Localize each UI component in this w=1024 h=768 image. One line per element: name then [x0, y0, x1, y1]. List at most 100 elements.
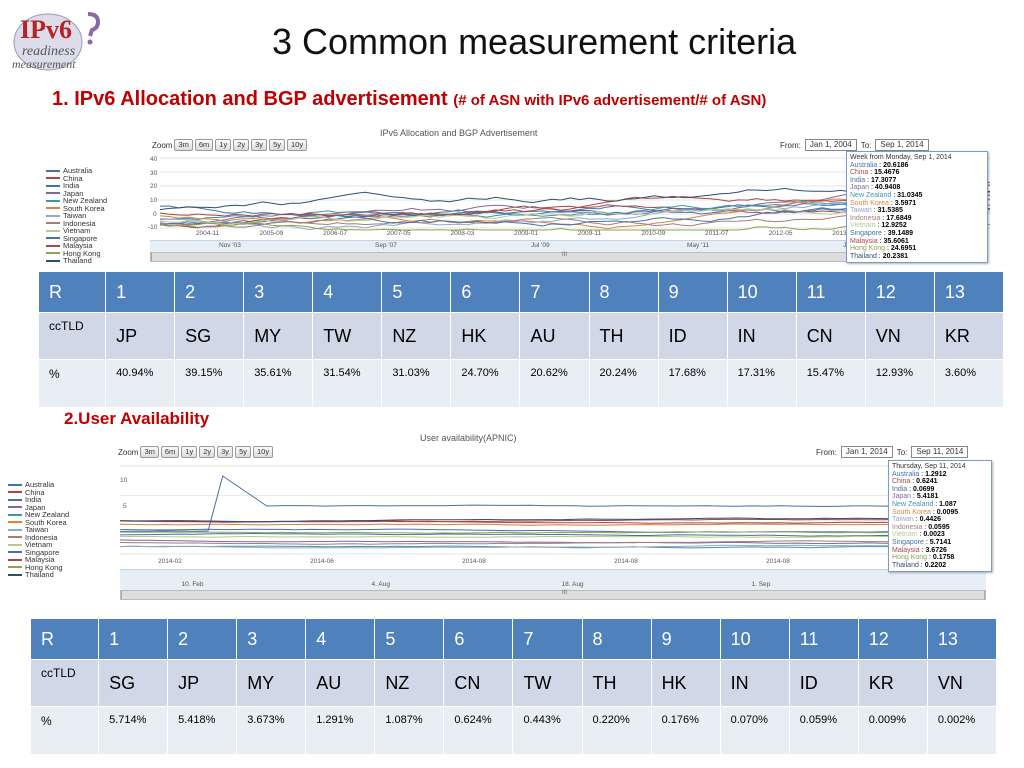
legend-item[interactable]: India — [46, 182, 107, 190]
chart2-scrollbar[interactable]: III — [120, 590, 986, 600]
cctld-cell: TH — [581, 659, 652, 707]
legend-item[interactable]: Japan — [8, 502, 69, 512]
table-row: % 40.94% 39.15% 35.61% 31.54% 31.03% 24.70% 20.… — [37, 359, 1005, 408]
legend-label: China — [25, 487, 45, 497]
tooltip-row-label: Malaysia — [850, 237, 878, 245]
tooltip-row: Hong Kong : 24.6951 — [850, 245, 917, 253]
legend-item[interactable]: India — [8, 496, 69, 504]
legend-item[interactable]: Indonesia — [46, 219, 107, 228]
legend-item[interactable]: China — [8, 487, 69, 497]
cctld-cell: IN — [726, 312, 797, 360]
rank-cell: 8 — [581, 618, 652, 660]
bgp-advertisement-chart: IPv6 Allocation and BGP Advertisement Zo… — [40, 126, 990, 264]
tooltip-row-value: 31.5385 — [877, 207, 903, 215]
chart1-zoom-2y-button[interactable]: 2y — [233, 139, 250, 151]
chart2-scroll-thumb[interactable]: III — [121, 590, 985, 599]
legend-item[interactable]: New Zealand — [46, 197, 107, 205]
chart2-ytick: 5 — [123, 503, 127, 510]
series-line — [120, 544, 986, 549]
cctld-cell: HK — [650, 659, 721, 707]
legend-item[interactable]: South Korea — [46, 204, 107, 213]
chart2-zoom-1y-button[interactable]: 1y — [181, 446, 198, 458]
chart2-zoom-6m-button[interactable]: 6m — [160, 446, 180, 458]
tooltip-row-label: India — [892, 485, 908, 493]
chart1-from-label: From: — [780, 140, 801, 150]
legend-item[interactable]: Singapore — [8, 547, 69, 557]
chart1-to-input[interactable]: Sep 1, 2014 — [875, 139, 929, 151]
legend-item[interactable]: Japan — [46, 189, 107, 198]
cctld-cell: TW — [512, 659, 583, 707]
legend-swatch — [8, 483, 22, 486]
chart2-zoom-2y-button[interactable]: 2y — [199, 446, 216, 458]
tooltip-row: Taiwan : 31.5385 — [850, 207, 903, 215]
legend-label: Japan — [25, 502, 46, 512]
legend-item[interactable]: Australia — [8, 481, 69, 489]
chart1-ytick: 20 — [150, 183, 158, 190]
legend-swatch — [8, 573, 22, 576]
chart2-navigator-label: 1. Sep — [751, 581, 771, 588]
legend-swatch — [8, 506, 22, 509]
legend-item[interactable]: Vietnam — [8, 541, 69, 549]
legend-item[interactable]: Indonesia — [8, 533, 69, 542]
legend-label: Thailand — [25, 570, 54, 579]
tooltip-row-value: 15.4676 — [874, 169, 900, 177]
legend-item[interactable]: Hong Kong — [8, 562, 69, 572]
legend-item[interactable]: South Korea — [8, 518, 69, 527]
chart1-navigator[interactable] — [150, 240, 988, 253]
series-line — [120, 475, 986, 532]
tooltip-row-label: South Korea — [892, 508, 931, 516]
chart1-tooltip-title: Week from Monday, Sep 1, 2014 — [850, 154, 952, 161]
chart2-tooltip: Thursday, Sep 11, 2014 Australia : 1.291… — [888, 460, 992, 573]
tooltip-row-value: 20.2381 — [882, 252, 909, 260]
legend-item[interactable]: Malaysia — [46, 242, 107, 250]
chart1-zoom-1y-button[interactable]: 1y — [215, 139, 232, 151]
chart2-from-input[interactable]: Jan 1, 2014 — [840, 446, 893, 458]
chart2-zoom-5y-button[interactable]: 5y — [235, 446, 251, 458]
legend-item[interactable]: Taiwan — [46, 212, 107, 220]
chart2-xtick: 2014-02 — [158, 558, 182, 565]
tooltip-row: Malaysia : 35.6061 — [850, 237, 909, 245]
legend-item[interactable]: Malaysia — [8, 556, 69, 564]
chart2-date-range: From: Jan 1, 2014 To: Sep 11, 2014 — [816, 446, 969, 458]
chart1-zoom-6m-button[interactable]: 6m — [194, 139, 214, 151]
percent-cell: 17.31% — [726, 359, 797, 408]
legend-item[interactable]: China — [46, 174, 107, 183]
cctld-cell: MY — [243, 312, 314, 360]
legend-item[interactable]: Australia — [46, 167, 107, 175]
legend-label: Hong Kong — [25, 562, 63, 572]
chart2-tooltip-title: Thursday, Sep 11, 2014 — [892, 463, 966, 470]
legend-swatch — [8, 558, 22, 561]
legend-item[interactable]: Singapore — [46, 234, 107, 243]
chart1-zoom-10y-button[interactable]: 10y — [286, 139, 308, 151]
chart2-zoom-3m-button[interactable]: 3m — [140, 446, 159, 458]
cctld-cell: NZ — [381, 312, 452, 360]
cctld-cell: ID — [788, 659, 859, 707]
legend-item[interactable]: Hong Kong — [46, 249, 107, 258]
legend-item[interactable]: Thailand — [46, 257, 107, 265]
cctld-cell: IN — [719, 659, 790, 707]
chart1-zoom-5y-button[interactable]: 5y — [269, 139, 285, 151]
legend-item[interactable]: Thailand — [8, 571, 69, 579]
legend-item[interactable]: New Zealand — [8, 511, 69, 519]
tooltip-row: Japan : 40.9408 — [850, 184, 901, 192]
chart2-navigator[interactable] — [120, 569, 986, 590]
chart2-to-input[interactable]: Sep 11, 2014 — [911, 446, 969, 458]
table-row: ccTLD SG JP MY AU NZ CN TW TH HK IN ID KR VN — [29, 659, 998, 707]
tooltip-row-label: Singapore — [892, 538, 924, 546]
legend-item[interactable]: Vietnam — [46, 227, 107, 235]
chart1-zoom-3y-button[interactable]: 3y — [251, 139, 268, 151]
rank-cell: 10 — [726, 271, 797, 313]
chart1-date-range: From: Jan 1, 2004 To: Sep 1, 2014 — [780, 139, 929, 151]
legend-item[interactable]: Taiwan — [8, 526, 69, 534]
legend-label: Australia — [63, 166, 93, 175]
tooltip-row-value: 1.2912 — [925, 470, 947, 478]
chart1-from-input[interactable]: Jan 1, 2004 — [804, 139, 857, 151]
chart2-navigator-label: 4. Aug — [371, 581, 390, 588]
tooltip-row: South Korea : 3.5971 — [850, 199, 917, 207]
chart1-zoom-3m-button[interactable]: 3m — [174, 139, 193, 151]
legend-label: Singapore — [25, 547, 60, 557]
tooltip-row-label: India — [850, 176, 866, 184]
tooltip-row-value: 24.6951 — [890, 245, 917, 253]
chart2-zoom-3y-button[interactable]: 3y — [217, 446, 234, 458]
chart2-zoom-10y-button[interactable]: 10y — [252, 446, 274, 458]
